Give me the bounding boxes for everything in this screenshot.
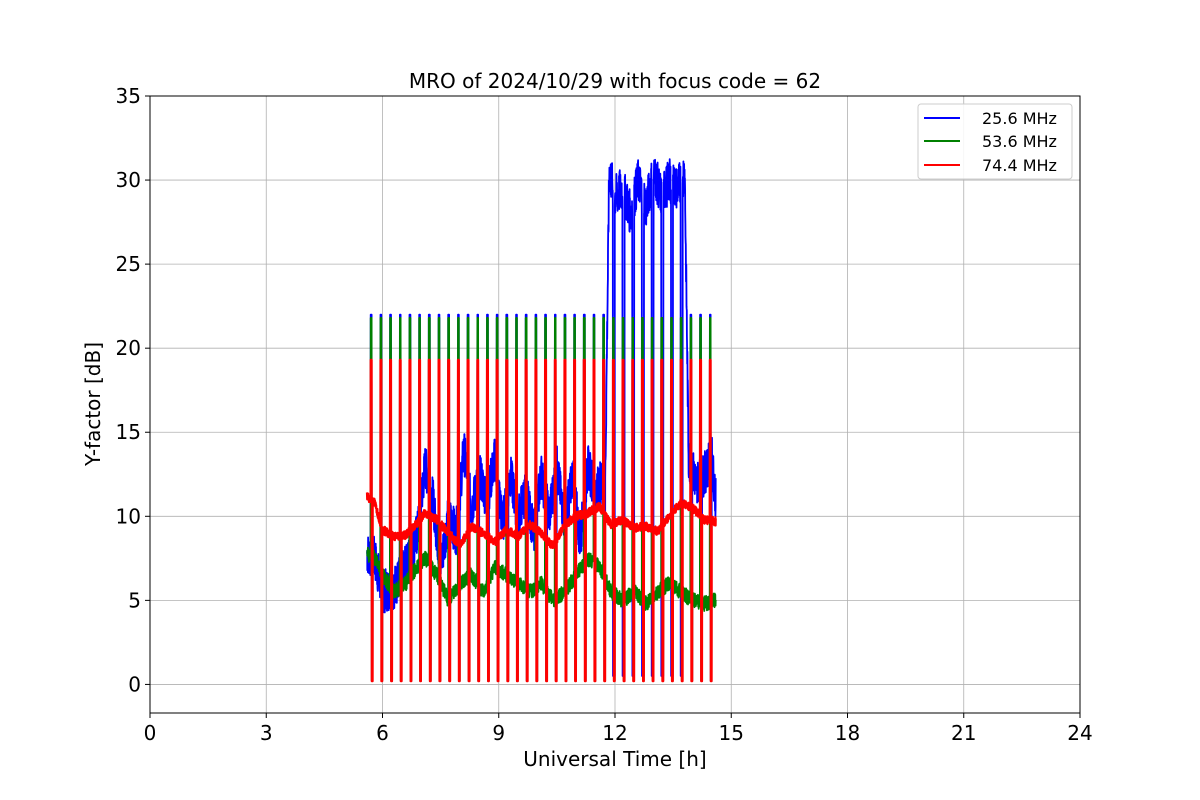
y-axis: 0 5 10 15 20 25 30 35 [116,84,150,696]
series-group [365,158,717,683]
y-tick-label: 10 [116,504,141,528]
x-tick-label: 24 [1067,721,1092,745]
y-tick-label: 25 [116,252,141,276]
y-tick-label: 5 [128,588,141,612]
legend-label-2: 74.4 MHz [982,156,1057,175]
series-line-1 [366,316,717,682]
y-axis-label: Y-factor [dB] [81,342,105,467]
y-tick-label: 35 [116,84,141,108]
x-tick-label: 3 [260,721,273,745]
series-line-0 [366,158,717,682]
legend: 25.6 MHz 53.6 MHz 74.4 MHz [917,103,1073,180]
y-tick-label: 15 [116,420,141,444]
legend-label-0: 25.6 MHz [982,109,1057,128]
x-tick-label: 21 [951,721,976,745]
y-tick-label: 20 [116,336,141,360]
x-axis: 0 3 6 9 12 15 18 21 24 [144,713,1093,745]
y-tick-label: 0 [128,672,141,696]
series-line-2 [365,358,717,683]
y-tick-label: 30 [116,168,141,192]
x-tick-label: 12 [602,721,627,745]
x-axis-label: Universal Time [h] [523,747,706,771]
x-tick-label: 0 [144,721,157,745]
chart-title: MRO of 2024/10/29 with focus code = 62 [409,69,821,93]
x-tick-label: 15 [719,721,744,745]
x-tick-label: 18 [835,721,860,745]
x-tick-label: 6 [376,721,389,745]
legend-box [917,103,1073,180]
x-tick-label: 9 [492,721,505,745]
legend-label-1: 53.6 MHz [982,132,1057,151]
